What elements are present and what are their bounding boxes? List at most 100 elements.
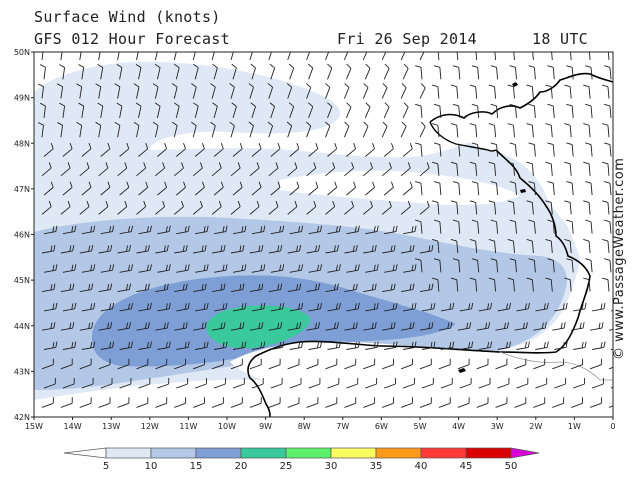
wind-barb xyxy=(469,277,478,292)
wind-barb xyxy=(346,377,359,389)
wind-barb xyxy=(602,200,610,215)
wind-barb xyxy=(471,65,480,80)
wind-barb xyxy=(79,283,94,293)
wind-barb xyxy=(136,322,150,331)
wind-barb xyxy=(452,142,461,157)
wind-barb xyxy=(114,121,121,138)
wind-barb xyxy=(79,322,94,331)
wind-barb xyxy=(495,358,508,370)
wind-barb xyxy=(419,283,434,293)
wind-barb xyxy=(401,283,415,293)
wind-barb xyxy=(327,225,341,235)
wind-barb xyxy=(564,123,572,138)
wind-barb xyxy=(363,283,377,293)
wind-barb xyxy=(431,238,440,254)
wind-barb xyxy=(193,322,207,331)
wind-barb xyxy=(564,161,572,176)
wind-barb xyxy=(230,200,241,215)
wind-barb xyxy=(195,302,209,312)
wind-barb xyxy=(450,84,459,99)
wind-barb xyxy=(365,264,379,273)
wind-barb xyxy=(602,161,610,176)
wind-barb xyxy=(97,64,104,80)
wind-barb xyxy=(289,181,300,196)
wind-barb xyxy=(79,397,92,408)
wind-barb xyxy=(535,341,549,350)
wind-barb xyxy=(363,200,373,215)
wind-barb xyxy=(155,322,169,331)
legend-swatch xyxy=(330,447,377,459)
legend-swatch xyxy=(63,447,107,459)
wind-barb xyxy=(433,181,442,196)
wind-barb xyxy=(403,225,417,235)
wind-barb xyxy=(495,397,508,408)
wind-barb xyxy=(526,161,534,176)
lon-label: 12W xyxy=(141,422,159,431)
wind-barb xyxy=(457,322,472,331)
wind-barb xyxy=(325,121,331,138)
wind-barb xyxy=(547,65,555,80)
wind-barb xyxy=(176,181,186,196)
wind-barb xyxy=(545,123,553,138)
wind-barb xyxy=(60,358,73,370)
wind-barb xyxy=(287,244,302,254)
wind-barb xyxy=(545,277,553,292)
wind-barb xyxy=(403,264,417,273)
wind-barb xyxy=(528,181,536,196)
wind-barb xyxy=(490,65,499,80)
land-france xyxy=(430,67,613,417)
wind-barb xyxy=(270,341,285,350)
legend-label: 40 xyxy=(415,461,428,472)
wind-barb xyxy=(438,322,453,331)
wind-barb xyxy=(325,244,339,254)
land-spain xyxy=(230,341,600,417)
wind-barb xyxy=(135,63,142,80)
wind-barb xyxy=(604,142,612,157)
shade-20-25 xyxy=(206,305,311,349)
wind-barb xyxy=(308,264,322,273)
wind-barb xyxy=(232,264,247,273)
wind-barb xyxy=(608,405,613,408)
wind-barb xyxy=(43,302,58,312)
wind-barb xyxy=(176,264,190,273)
wind-barb xyxy=(401,322,415,331)
wind-barb xyxy=(552,322,566,331)
wind-barb xyxy=(469,161,478,176)
wind-barb xyxy=(589,397,602,408)
wind-barb xyxy=(60,200,71,215)
wind-barb xyxy=(526,84,534,99)
legend-label: 5 xyxy=(103,461,109,472)
wind-barb xyxy=(232,181,243,196)
wind-barb xyxy=(325,283,339,293)
wind-barb xyxy=(251,181,262,196)
wind-barb xyxy=(288,63,295,80)
wind-barb xyxy=(327,341,341,350)
wind-barb xyxy=(346,264,360,273)
wind-barb xyxy=(554,302,568,312)
wind-barb xyxy=(59,102,66,118)
wind-barb xyxy=(307,63,314,80)
wind-barb xyxy=(210,83,216,99)
wind-barb xyxy=(306,162,317,177)
wind-barb xyxy=(114,83,121,99)
wind-barb xyxy=(287,200,298,215)
legend-label: 20 xyxy=(235,461,248,472)
wind-barb xyxy=(452,65,461,80)
wind-barb xyxy=(60,244,75,254)
wind-barb xyxy=(327,63,333,80)
wind-barb xyxy=(602,123,610,138)
wind-barb xyxy=(532,52,534,61)
lon-label: 8W xyxy=(298,422,311,431)
wind-barb xyxy=(268,322,283,331)
wind-barb xyxy=(98,358,111,370)
wind-barb xyxy=(308,181,319,196)
wind-barb xyxy=(365,377,378,389)
wind-barb xyxy=(60,397,73,408)
wind-barb xyxy=(327,102,333,119)
wind-barb xyxy=(452,103,461,118)
wind-barb xyxy=(230,322,245,331)
wind-barb xyxy=(176,142,186,157)
wind-barb xyxy=(459,341,474,350)
wind-barb xyxy=(251,264,266,273)
lon-label: 5W xyxy=(414,422,427,431)
